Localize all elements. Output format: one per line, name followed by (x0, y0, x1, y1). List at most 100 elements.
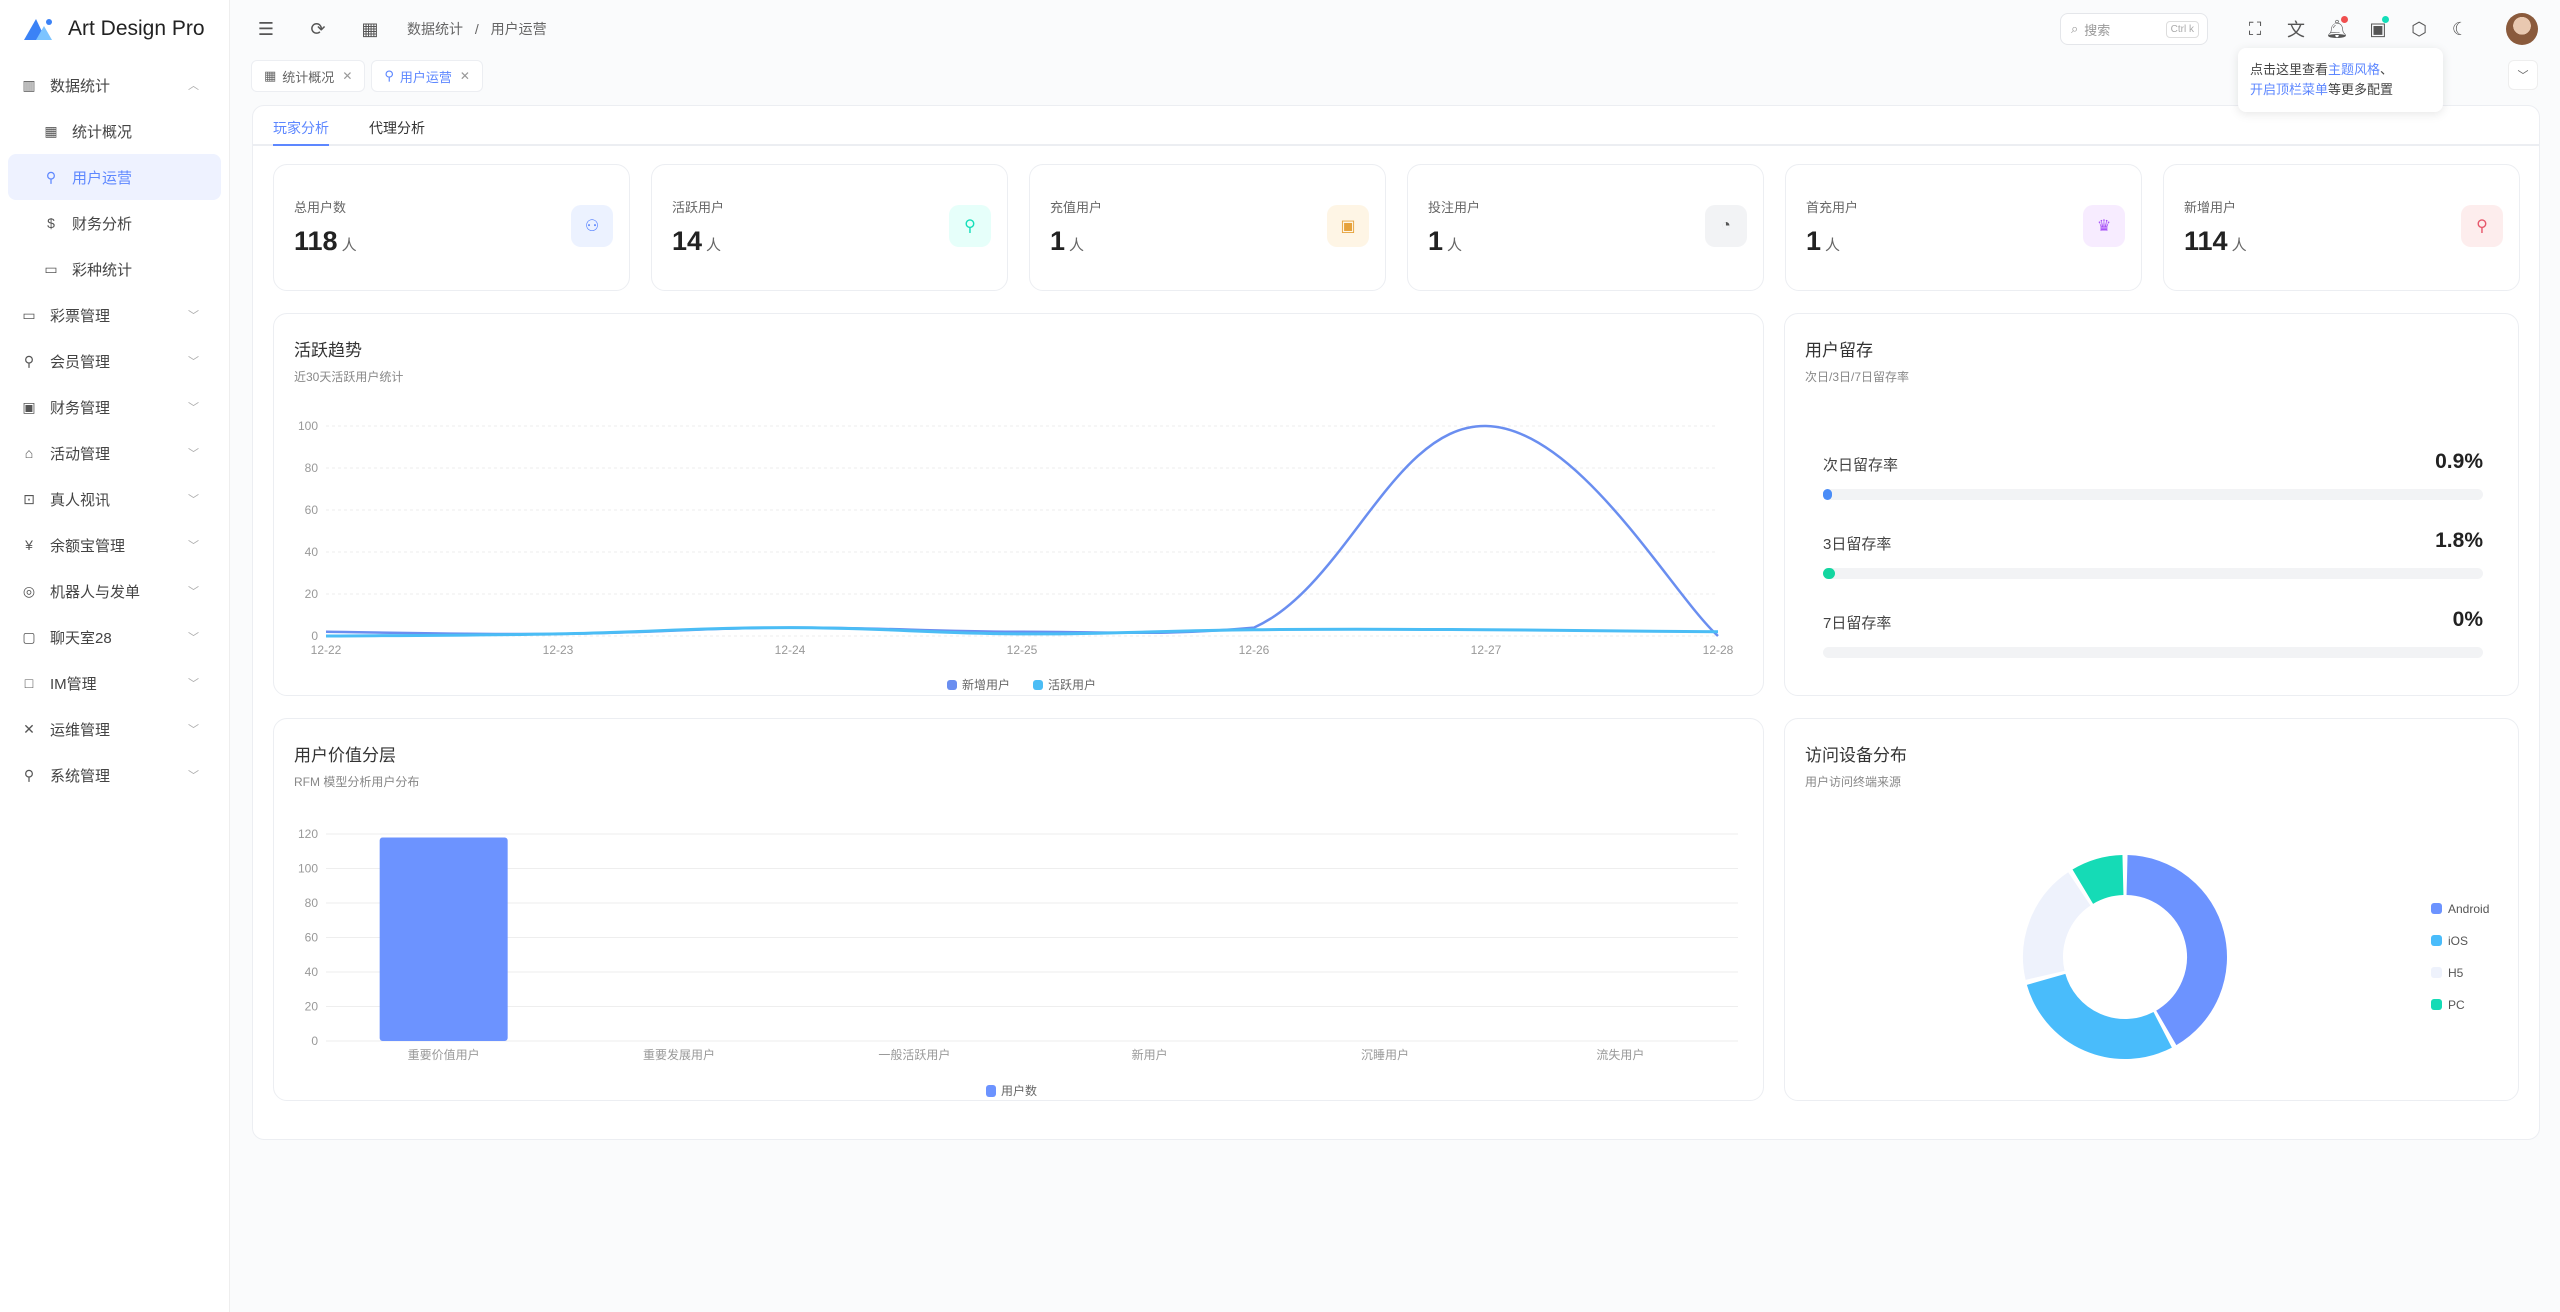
stat-value: 1 (1806, 226, 1822, 256)
settings-icon[interactable]: ⬡ (2411, 18, 2427, 39)
sidebar-item[interactable]: ▭ 彩票管理 ﹀ (0, 292, 229, 338)
sidebar-item-label: 聊天室28 (50, 629, 112, 647)
stat-value: 14 (672, 226, 703, 256)
sidebar-item-label: 机器人与发单 (50, 583, 141, 601)
pie-icon: ◔ (1705, 205, 1747, 247)
stat-label: 首充用户 (1806, 200, 1859, 215)
legend-swatch (1033, 680, 1043, 690)
translate-icon[interactable]: 文 (2287, 20, 2305, 40)
tab-label: 用户运营 (399, 69, 452, 85)
x-tick-label: 一般活跃用户 (878, 1047, 950, 1062)
sidebar-item[interactable]: ▢ 聊天室28 ﹀ (0, 614, 229, 660)
search-icon: ⌕ (2071, 21, 2079, 36)
tabs-more-button[interactable]: ﹀ (2508, 60, 2538, 90)
tab-agent-analysis[interactable]: 代理分析 (369, 120, 425, 136)
stat-unit: 人 (1825, 237, 1841, 254)
sidebar-item[interactable]: ▥ 数据统计 ︿ (0, 62, 229, 108)
sidebar-subitem[interactable]: ▭ 彩种统计 (0, 246, 229, 292)
retention-item: 3日留存率 1.8% (1823, 529, 2483, 579)
donut-slice (2026, 973, 2172, 1059)
legend-label: 活跃用户 (1048, 677, 1096, 692)
tab-overview[interactable]: ▦ 统计概况 ✕ (251, 60, 366, 92)
y-tick-label: 0 (311, 629, 318, 643)
retention-item: 次日留存率 0.9% (1823, 450, 2483, 500)
retention-label: 7日留存率 (1823, 615, 1892, 632)
legend-swatch (947, 680, 957, 690)
logo[interactable]: Art Design Pro (0, 0, 229, 58)
bar (379, 837, 508, 1041)
legend-label: Android (2448, 902, 2489, 916)
tooltip-link-topbar[interactable]: 开启顶栏菜单 (2250, 82, 2329, 97)
gamepad-icon: ⊡ (23, 490, 35, 507)
sidebar-item[interactable]: ◎ 机器人与发单 ﹀ (0, 568, 229, 614)
breadcrumb-item: 用户运营 (490, 21, 547, 37)
chevron-down-icon: ﹀ (188, 770, 199, 782)
breadcrumb-item[interactable]: 数据统计 (407, 21, 463, 37)
retention-bar (1823, 489, 2483, 500)
retention-value: 0% (2452, 608, 2483, 631)
stat-card: 首充用户 1 人 ♛ (1785, 164, 2142, 291)
page-tabs: ▦ 统计概况 ✕ ⚲ 用户运营 ✕ (251, 60, 489, 92)
sidebar-item-label: 系统管理 (50, 767, 111, 785)
chevron-down-icon: ﹀ (188, 586, 199, 598)
sidebar-item[interactable]: □ IM管理 ﹀ (0, 660, 229, 706)
stat-card: 活跃用户 14 人 ⚲ (651, 164, 1008, 291)
wallet-icon: ▣ (22, 398, 36, 415)
search-input[interactable]: ⌕ 搜索 Ctrl k (2060, 13, 2208, 45)
notification-icon[interactable]: 🔔︎ (2322, 14, 2352, 44)
bar-chart: 0 20 40 60 80 100 120 重要价值用户 重要发展用户 一般活跃用户 新用户 沉睡用户… (298, 827, 1738, 1098)
sidebar-item[interactable]: ⊡ 真人视讯 ﹀ (0, 476, 229, 522)
stat-card: 新增用户 114 人 ⚲ (2163, 164, 2520, 291)
sidebar-subitem[interactable]: ▦ 统计概况 (0, 108, 229, 154)
donut-slice (2023, 872, 2092, 980)
users-icon: ⚇ (571, 205, 613, 247)
grid-icon: ▦ (44, 122, 58, 139)
sidebar-item[interactable]: ✕ 运维管理 ﹀ (0, 706, 229, 752)
sidebar-item[interactable]: ⌂ 活动管理 ﹀ (0, 430, 229, 476)
legend-swatch (2431, 903, 2442, 914)
sub-tabs: 玩家分析 代理分析 (253, 106, 2539, 146)
line-chart: 0 20 40 60 80 100 12-22 12-23 12-24 12-25 12-26 12-… (298, 419, 1734, 692)
legend-swatch (2431, 935, 2442, 946)
tooltip-link-theme[interactable]: 主题风格 (2328, 62, 2381, 77)
panel-subtitle: 近30天活跃用户统计 (294, 370, 404, 384)
dark-mode-icon[interactable]: ☾ (2451, 18, 2469, 39)
chevron-down-icon: ﹀ (2517, 70, 2529, 82)
sidebar-item-label: IM管理 (50, 675, 97, 693)
retention-label: 次日留存率 (1823, 457, 1899, 474)
avatar[interactable] (2506, 13, 2538, 45)
trend-panel: 活跃趋势 近30天活跃用户统计 0 20 40 60 80 100 12-22 12-23 12… (273, 313, 1764, 696)
tab-user-ops[interactable]: ⚲ 用户运营 ✕ (371, 60, 483, 92)
sidebar-item-label: 财务管理 (50, 399, 111, 417)
x-tick-label: 12-27 (1471, 643, 1502, 657)
close-icon[interactable]: ✕ (342, 69, 353, 83)
sidebar-item-label: 活动管理 (50, 445, 111, 463)
chat-icon[interactable]: ▣ (2363, 14, 2393, 44)
user-icon: ⚲ (23, 352, 35, 369)
settings-tooltip: 点击这里查看主题风格、 开启顶栏菜单等更多配置 (2238, 48, 2443, 112)
stat-value: 1 (1050, 226, 1066, 256)
y-tick-label: 100 (298, 862, 318, 876)
panel-subtitle: 次日/3日/7日留存率 (1805, 370, 1910, 384)
close-icon[interactable]: ✕ (459, 69, 470, 83)
stat-unit: 人 (1447, 237, 1463, 254)
refresh-icon[interactable]: ⟳ (310, 18, 326, 39)
x-tick-label: 12-23 (543, 643, 574, 657)
x-tick-label: 重要价值用户 (408, 1047, 480, 1062)
grid-icon[interactable]: ▦ (361, 18, 379, 39)
retention-value: 1.8% (2435, 529, 2483, 552)
chat-dot (2382, 16, 2389, 23)
sidebar-subitem[interactable]: $ 财务分析 (0, 200, 229, 246)
sidebar-item[interactable]: ▣ 财务管理 ﹀ (0, 384, 229, 430)
y-tick-label: 100 (298, 419, 318, 433)
sidebar-item[interactable]: ⚲ 会员管理 ﹀ (0, 338, 229, 384)
sidebar-item[interactable]: ⚲ 系统管理 ﹀ (0, 752, 229, 798)
menu-toggle-icon[interactable]: ☰ (257, 18, 275, 39)
tab-player-analysis[interactable]: 玩家分析 (273, 106, 329, 146)
retention-bar-fill (1823, 568, 1835, 579)
sidebar-subitem[interactable]: ⚲ 用户运营 (8, 154, 221, 200)
toolbar: ⛶ 文 🔔︎ ▣ ⬡ ☾ (2240, 14, 2486, 44)
fullscreen-icon[interactable]: ⛶ (2248, 18, 2262, 39)
sidebar-item[interactable]: ¥ 余额宝管理 ﹀ (0, 522, 229, 568)
main-content: 玩家分析 代理分析 总用户数 118 人 ⚇ 活跃用户 14 人 ⚲ 充值用户 1 人 ▣ 投注用户 1 人… (252, 105, 2540, 1140)
